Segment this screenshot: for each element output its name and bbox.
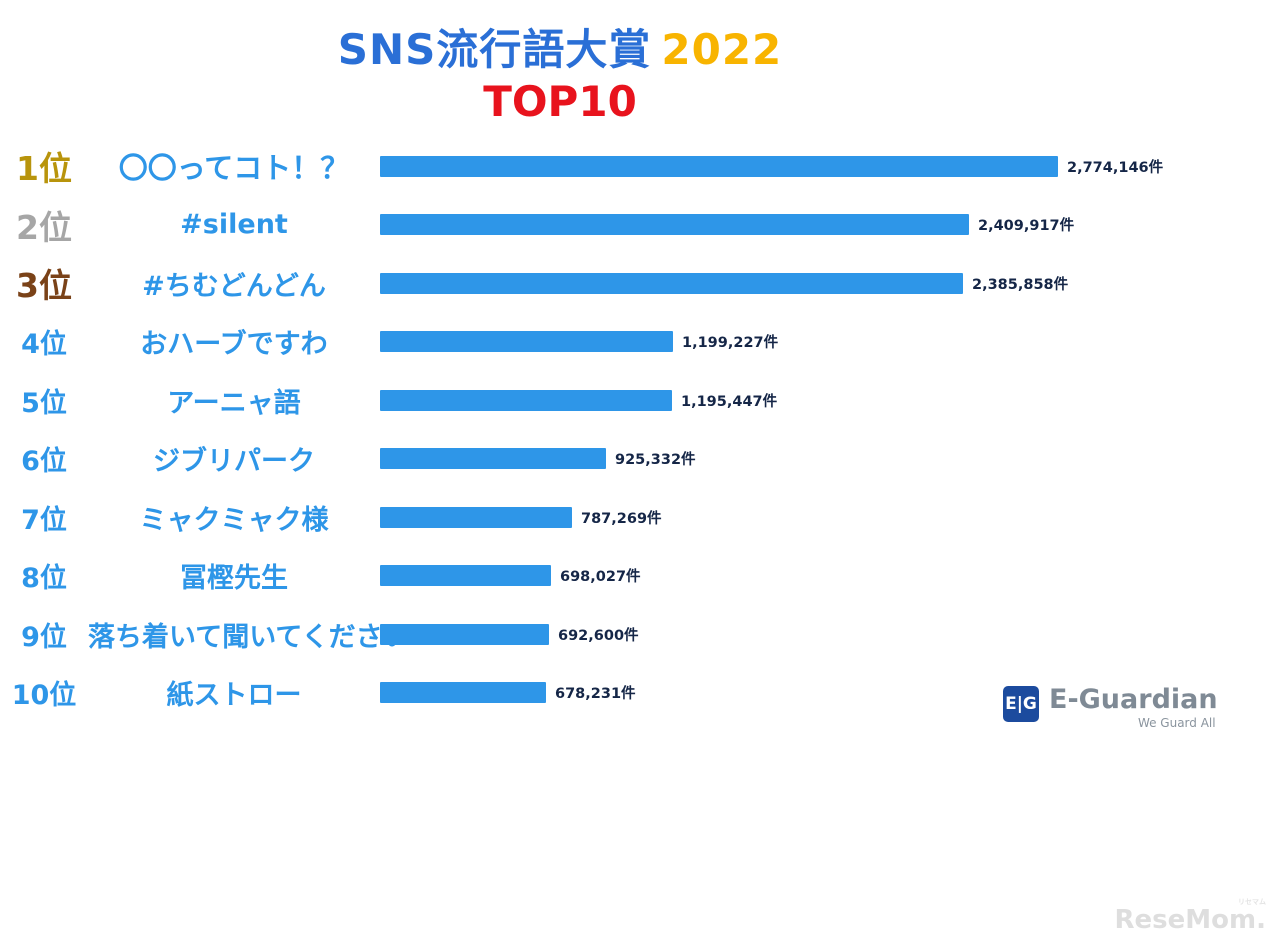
bar [380, 682, 546, 704]
chart-row: 5位 アーニャ語 1,195,447件 [0, 371, 1280, 430]
title-line: SNS流行語大賞 2022 [0, 16, 1120, 77]
bar-area: 2,774,146件 [380, 155, 1280, 177]
term-label: #ちむどんどん [142, 270, 326, 302]
value-label: 2,385,858件 [972, 276, 1069, 293]
resemom-watermark-ruby: リセマム [1238, 898, 1266, 906]
value-label: 787,269件 [581, 510, 662, 527]
bar [380, 331, 673, 353]
term-label: 落ち着いて聞いてください [88, 621, 410, 653]
title-year: 2022 [661, 25, 783, 74]
rank-label: 9位 [21, 621, 67, 653]
term-label: ミャクミャク様 [139, 504, 329, 536]
e-guardian-name: E-Guardian [1049, 684, 1218, 715]
bar [380, 623, 549, 645]
rank-label: 5位 [21, 387, 67, 419]
bar-area: 2,409,917件 [380, 214, 1280, 236]
chart-row: 4位 おハーブですわ 1,199,227件 [0, 313, 1280, 372]
bar-area: 2,385,858件 [380, 272, 1280, 294]
value-label: 2,774,146件 [1067, 159, 1164, 176]
bar-area: 925,332件 [380, 448, 1280, 470]
value-label: 1,195,447件 [681, 393, 778, 410]
value-label: 1,199,227件 [682, 335, 779, 352]
resemom-watermark-name: ReseMom. [1114, 905, 1266, 935]
rank-label: 10位 [11, 680, 77, 712]
chart-row: 9位 落ち着いて聞いてください 692,600件 [0, 605, 1280, 664]
term-label: ジブリパーク [153, 446, 315, 478]
term-label: 紙ストロー [166, 680, 302, 712]
rank-label: 1位 [16, 149, 72, 189]
title-sub: TOP10 [483, 77, 637, 126]
chart-title: SNS流行語大賞 2022 TOP10 [0, 0, 1120, 125]
bar [380, 506, 572, 528]
rank-label: 3位 [16, 266, 72, 306]
term-label: 冨樫先生 [180, 563, 288, 595]
bar-area: 1,199,227件 [380, 331, 1280, 353]
chart-row: 10位 紙ストロー 678,231件 [0, 664, 1280, 723]
bar [380, 389, 672, 411]
bar [380, 448, 606, 470]
term-label: おハーブですわ [140, 329, 328, 361]
bar [380, 272, 963, 294]
value-label: 698,027件 [560, 569, 641, 586]
rank-label: 6位 [21, 446, 67, 478]
chart-row: 3位 #ちむどんどん 2,385,858件 [0, 254, 1280, 313]
e-guardian-text: E-Guardian We Guard All [1049, 686, 1218, 730]
rank-label: 2位 [16, 207, 72, 247]
bar-chart: 1位 〇〇ってコト！？ 2,774,146件 2位 #silent 2,409,… [0, 137, 1280, 722]
chart-row: 7位 ミャクミャク様 787,269件 [0, 488, 1280, 547]
bar [380, 155, 1058, 177]
term-label: 〇〇ってコト！？ [118, 151, 350, 186]
resemom-watermark: リセマム ReseMom. [1114, 898, 1266, 935]
bar-area: 692,600件 [380, 623, 1280, 645]
bar-area: 678,231件 [380, 682, 1280, 704]
bar-area: 1,195,447件 [380, 389, 1280, 411]
chart-row: 2位 #silent 2,409,917件 [0, 196, 1280, 255]
bar-area: 787,269件 [380, 506, 1280, 528]
value-label: 692,600件 [558, 627, 639, 644]
chart-row: 1位 〇〇ってコト！？ 2,774,146件 [0, 137, 1280, 196]
term-label: #silent [180, 209, 288, 241]
term-label: アーニャ語 [167, 387, 301, 419]
value-label: 2,409,917件 [978, 218, 1075, 235]
rank-label: 8位 [21, 563, 67, 595]
chart-row: 8位 冨樫先生 698,027件 [0, 547, 1280, 606]
title-main: SNS流行語大賞 [337, 25, 652, 74]
bar-area: 698,027件 [380, 565, 1280, 587]
bar [380, 214, 969, 236]
value-label: 678,231件 [555, 686, 636, 703]
e-guardian-logo: E|G E-Guardian We Guard All [1003, 686, 1218, 730]
rank-label: 4位 [21, 329, 67, 361]
e-guardian-tagline: We Guard All [1137, 716, 1216, 730]
value-label: 925,332件 [615, 452, 696, 469]
bar [380, 565, 551, 587]
rank-label: 7位 [21, 504, 67, 536]
e-guardian-logo-icon: E|G [1003, 686, 1039, 722]
chart-row: 6位 ジブリパーク 925,332件 [0, 430, 1280, 489]
